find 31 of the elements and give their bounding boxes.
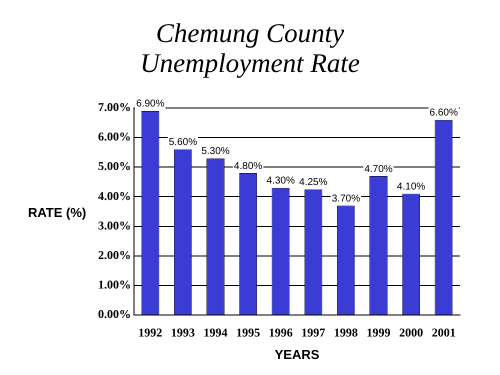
x-tick-label: 1992 [138, 325, 162, 340]
x-tick-label: 1997 [301, 325, 326, 340]
x-tick-label: 1999 [366, 325, 390, 340]
x-tick-label: 1993 [170, 325, 195, 340]
data-label: 6.90% [136, 98, 165, 110]
data-label: 4.25% [299, 177, 328, 188]
x-tick-label: 2001 [432, 325, 456, 340]
data-label: 4.10% [396, 182, 426, 193]
y-axis-title: RATE (%) [28, 205, 86, 220]
x-tick-label: 1996 [268, 325, 293, 340]
y-tick-label: 1.00% [98, 278, 131, 292]
data-label: 5.30% [201, 146, 230, 158]
y-tick-label: 5.00% [98, 159, 131, 174]
x-tick-label: 1998 [334, 325, 358, 340]
data-label: 4.70% [364, 164, 393, 175]
x-axis-title: YEARS [274, 346, 320, 362]
y-tick-label: 2.00% [98, 248, 131, 262]
x-tick-label: 1994 [204, 325, 228, 340]
y-tick-label: 3.00% [98, 218, 131, 232]
data-label: 6.60% [430, 108, 458, 119]
data-label: 3.70% [332, 193, 360, 204]
y-tick-label: 0.00% [98, 307, 131, 322]
x-tick-label: 1995 [236, 325, 260, 340]
y-tick-label: 4.00% [98, 188, 131, 203]
y-tick-label: 7.00% [98, 100, 131, 114]
data-label: 4.80% [234, 160, 262, 172]
data-label: 5.60% [168, 137, 198, 148]
y-tick-label: 6.00% [98, 130, 131, 144]
chart-title: Chemung County Unemployment Rate [139, 18, 361, 78]
data-label: 4.30% [266, 176, 295, 187]
x-tick-label: 2000 [399, 325, 424, 340]
